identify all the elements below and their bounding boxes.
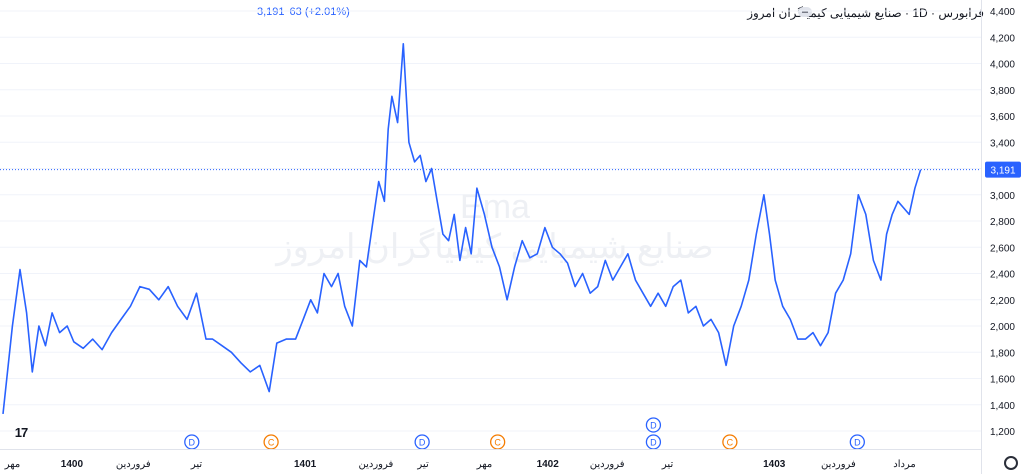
event-marker-label: D [419, 438, 426, 448]
price-axis[interactable] [981, 0, 1024, 474]
price-axis-labels: 4,4004,2004,0003,8003,6003,4003,2003,000… [0, 7, 1021, 438]
watermark-company: صنایع شیمیایی کیمیاگران امروز [274, 227, 714, 267]
time-tick-label: فروردین [116, 459, 151, 470]
price-tick-label: 1,800 [990, 348, 1015, 359]
time-tick-label: فروردین [358, 459, 393, 470]
price-line [2, 43, 922, 414]
time-tick-label: تیر [661, 459, 674, 470]
price-series [2, 43, 922, 414]
time-tick-label: 1402 [537, 459, 560, 470]
price-tick-label: 3,800 [990, 86, 1015, 97]
price-tick-label: 2,000 [990, 322, 1015, 333]
tradingview-logo[interactable]: 17 [14, 424, 28, 440]
price-tick-label: 1,600 [990, 375, 1015, 386]
price-tick-label: 2,400 [990, 270, 1015, 281]
last-price: 3,191 [257, 6, 285, 18]
collapse-legend-button[interactable] [798, 7, 812, 17]
minus-icon [802, 11, 808, 13]
dividend-marker[interactable] [645, 417, 662, 433]
time-tick-label: 1400 [61, 459, 84, 470]
price-tick-label: 3,600 [990, 112, 1015, 123]
price-tick-label: 4,400 [990, 7, 1015, 18]
time-tick-label: فروردین [821, 459, 856, 470]
watermark: Ema صنایع شیمیایی کیمیاگران امروز [274, 188, 714, 267]
price-change: 63 (+2.01%) [289, 6, 350, 18]
price-quote: 3,191 63 (+2.01%) [257, 6, 350, 18]
time-tick-label: مرداد [893, 459, 916, 470]
price-tick-label: 2,800 [990, 217, 1015, 228]
price-tick-label: 3,000 [990, 191, 1015, 202]
event-marker-label: D [650, 438, 657, 448]
event-marker-label: C [494, 438, 501, 448]
settings-icon[interactable] [1004, 456, 1018, 470]
last-price-badge-label: 3,191 [990, 166, 1015, 177]
grid [0, 10, 982, 432]
event-marker-label: C [727, 438, 734, 448]
events: D C D CDD C D [184, 417, 865, 450]
price-tick-label: 2,200 [990, 296, 1015, 307]
chart-header: فرابورس · 1D · صنایع شیمیایی کیمیاگران ا… [0, 0, 984, 24]
time-tick-label: 1403 [763, 459, 786, 470]
time-tick-label: مهر [4, 459, 20, 470]
time-tick-label: تیر [190, 459, 203, 470]
time-tick-label: تیر [416, 459, 429, 470]
time-tick-label: فروردین [590, 459, 625, 470]
time-axis-labels: مهر 1400 فروردین تیر 1401 فروردین تیر مهر 1402 فر… [4, 459, 916, 470]
time-axis[interactable] [0, 449, 982, 474]
symbol-title[interactable]: فرابورس · 1D · صنایع شیمیایی کیمیاگران ا… [747, 6, 984, 20]
time-tick-label: 1401 [294, 459, 317, 470]
price-tick-label: 3,400 [990, 138, 1015, 149]
event-marker-label: C [268, 438, 275, 448]
last-price-badge [985, 161, 1021, 178]
price-tick-label: 4,200 [990, 33, 1015, 44]
event-marker-label: D [189, 438, 196, 448]
event-marker-label: D [650, 421, 657, 431]
event-marker-label: D [854, 438, 861, 448]
price-tick-label: 1,200 [990, 427, 1015, 438]
watermark-symbol: Ema [460, 188, 530, 226]
price-tick-label: 2,600 [990, 243, 1015, 254]
time-tick-label: مهر [476, 459, 492, 470]
price-tick-label: 4,000 [990, 60, 1015, 71]
price-tick-label: 1,400 [990, 401, 1015, 412]
